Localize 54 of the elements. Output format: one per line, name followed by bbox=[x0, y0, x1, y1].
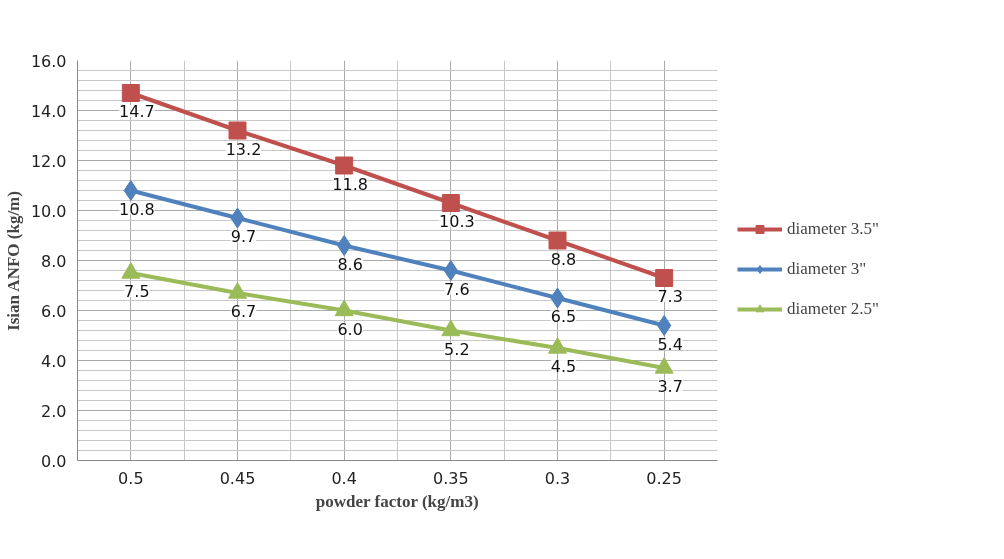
legend-label: diameter 2.5" bbox=[787, 298, 879, 319]
legend-label: diameter 3" bbox=[787, 258, 867, 279]
data-label: 4.5 bbox=[550, 357, 577, 376]
point bbox=[655, 269, 674, 287]
x-tick-label: 0.5 bbox=[118, 468, 144, 488]
x-tick-label: 0.25 bbox=[646, 468, 682, 488]
x-tick-label: 0.45 bbox=[219, 468, 256, 488]
data-label: 11.8 bbox=[332, 174, 368, 194]
data-label: 7.6 bbox=[444, 279, 470, 299]
data-label: 9.7 bbox=[230, 227, 257, 246]
data-label: 7.5 bbox=[124, 282, 150, 301]
data-label: 6.0 bbox=[337, 319, 363, 339]
point bbox=[443, 260, 458, 281]
y-tick-label: 16.0 bbox=[30, 51, 67, 71]
point bbox=[441, 319, 461, 337]
point bbox=[228, 282, 247, 299]
y-tick-label: 14.0 bbox=[30, 101, 67, 121]
point bbox=[121, 84, 140, 102]
point bbox=[654, 357, 674, 374]
x-tick-label: 0.35 bbox=[433, 468, 469, 488]
point bbox=[548, 337, 567, 354]
point bbox=[657, 315, 672, 336]
data-label: 5.4 bbox=[657, 334, 683, 354]
point bbox=[548, 231, 567, 250]
x-axis-title: powder factor (kg/m3) bbox=[315, 491, 479, 511]
point bbox=[123, 180, 138, 201]
y-tick-label: 8.0 bbox=[41, 251, 67, 271]
x-tick-label: 0.4 bbox=[331, 468, 357, 488]
data-label: 6.7 bbox=[230, 302, 257, 321]
point bbox=[337, 235, 352, 256]
data-label: 6.5 bbox=[550, 307, 577, 326]
data-label: 3.7 bbox=[657, 377, 683, 396]
y-tick-label: 6.0 bbox=[41, 301, 67, 321]
data-label: 5.2 bbox=[444, 339, 470, 359]
data-label: 8.8 bbox=[550, 249, 577, 269]
data-label: 14.7 bbox=[119, 102, 155, 121]
point bbox=[228, 121, 247, 140]
y-tick-label: 12.0 bbox=[30, 151, 67, 171]
legend-label: diameter 3.5" bbox=[787, 218, 879, 239]
data-label: 13.2 bbox=[225, 139, 262, 159]
y-tick-label: 2.0 bbox=[41, 401, 67, 421]
point bbox=[441, 194, 460, 212]
point bbox=[121, 262, 141, 279]
data-label: 8.6 bbox=[337, 254, 363, 274]
y-tick-label: 4.0 bbox=[41, 351, 67, 371]
y-axis-title: Isian ANFO (kg/m) bbox=[3, 191, 23, 331]
point bbox=[335, 156, 354, 175]
point bbox=[334, 299, 354, 317]
x-tick-label: 0.3 bbox=[544, 468, 571, 488]
y-tick-label: 0.0 bbox=[41, 451, 67, 471]
y-tick-label: 10.0 bbox=[30, 201, 67, 221]
data-label: 10.8 bbox=[119, 199, 155, 219]
data-label: 7.3 bbox=[657, 287, 683, 306]
data-label: 10.3 bbox=[439, 212, 475, 231]
